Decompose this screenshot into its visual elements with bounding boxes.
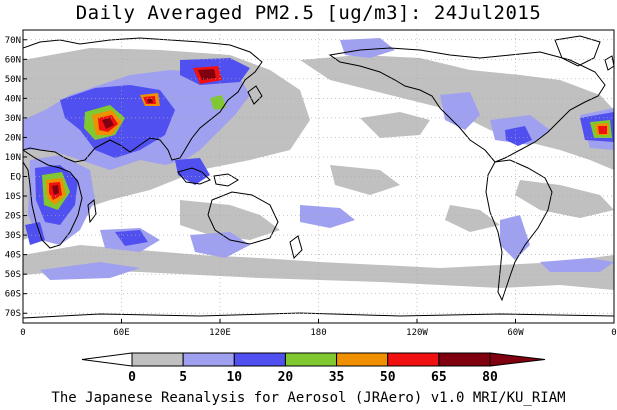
colorbar: 0 5 10 20 35 50 65 80: [81, 352, 546, 385]
lat-label: 60S: [5, 290, 21, 300]
colorbar-segment: [182, 352, 235, 367]
lat-label: 20N: [5, 133, 21, 143]
lon-label: 120E: [209, 328, 231, 338]
lat-label: 10N: [5, 153, 21, 163]
longitude-labels: 0 60E 120E 180 120W 60W 0: [20, 319, 617, 338]
lon-label: 60E: [113, 328, 129, 338]
colorbar-segment: [438, 352, 491, 367]
lon-label: 120W: [406, 328, 428, 338]
colorbar-min-arrow: [81, 352, 133, 367]
lon-label: 0: [611, 328, 616, 338]
colorbar-tick-label: 35: [329, 370, 345, 385]
map-title: Daily Averaged PM2.5 [ug/m3]: 24Jul2015: [75, 2, 542, 24]
colorbar-segment: [284, 352, 338, 367]
colorbar-segment: [387, 352, 440, 367]
lat-label: 40N: [5, 94, 21, 104]
lon-label: 0: [20, 328, 25, 338]
lon-label: 180: [310, 328, 326, 338]
colorbar-tick-label: 50: [380, 370, 396, 385]
lat-label: 50N: [5, 75, 21, 85]
lon-label: 60W: [507, 328, 524, 338]
lat-label: 70N: [5, 36, 21, 46]
lat-label: 50S: [5, 270, 21, 280]
colorbar-segment: [233, 352, 286, 367]
lat-label: 30S: [5, 231, 21, 241]
colorbar-segment: [131, 352, 184, 367]
colorbar-segment: [336, 352, 389, 367]
lat-label: 70S: [5, 309, 21, 319]
lat-label: 40S: [5, 251, 21, 261]
colorbar-tick-label: 0: [128, 370, 136, 385]
credit-line: The Japanese Reanalysis for Aerosol (JRA…: [51, 390, 566, 406]
concentration-field: [23, 35, 614, 319]
colorbar-tick-label: 10: [226, 370, 242, 385]
colorbar-tick-label: 20: [278, 370, 294, 385]
lat-label: 20S: [5, 212, 21, 222]
latitude-labels: 70N 60N 50N 40N 30N 20N 10N EQ 10S 20S 30S 40S 50S 60…: [5, 36, 27, 319]
lat-label: 60N: [5, 55, 21, 65]
colorbar-max-arrow: [489, 352, 546, 367]
gridlines: [23, 30, 614, 323]
colorbar-tick-label: 5: [179, 370, 187, 385]
lat-label: 30N: [5, 114, 21, 124]
colorbar-tick-label: 65: [431, 370, 447, 385]
lat-label: EQ: [10, 173, 21, 183]
colorbar-tick-label: 80: [482, 370, 498, 385]
lat-label: 10S: [5, 192, 21, 202]
